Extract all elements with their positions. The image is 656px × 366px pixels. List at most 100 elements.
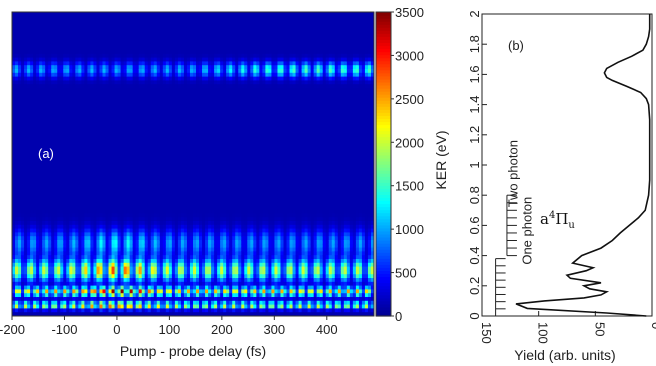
heatmap-cell: [21, 84, 25, 89]
heatmap-cell: [117, 190, 122, 195]
heatmap-cell: [30, 57, 34, 62]
heatmap-cell: [144, 202, 149, 207]
heatmap-cell: [57, 50, 61, 55]
heatmap-cell: [36, 308, 40, 313]
heatmap-cell: [126, 175, 131, 180]
heatmap-cell: [114, 232, 119, 237]
heatmap-cell: [42, 160, 46, 165]
heatmap-cell: [102, 76, 107, 81]
heatmap-cell: [150, 38, 155, 43]
heatmap-cell: [147, 133, 152, 138]
heatmap-cell: [87, 34, 92, 40]
heatmap-cell: [93, 88, 98, 93]
heatmap-cell: [129, 15, 134, 21]
heatmap-cell: [42, 46, 46, 51]
heatmap-cell: [135, 183, 140, 188]
heatmap-cell: [108, 84, 113, 89]
heatmap-cell: [66, 251, 70, 256]
heatmap-cell: [72, 129, 76, 135]
heatmap-cell: [129, 247, 134, 252]
heatmap-cell: [120, 57, 125, 62]
heatmap-cell: [126, 57, 131, 62]
heatmap-cell: [12, 57, 16, 62]
heatmap-cell: [96, 190, 101, 195]
heatmap-cell: [48, 80, 52, 85]
heatmap-cell: [81, 266, 85, 271]
heatmap-cell: [141, 171, 146, 176]
heatmap-cell: [12, 148, 16, 154]
heatmap-cell: [54, 148, 58, 154]
heatmap-cell: [39, 312, 43, 316]
heatmap-cell: [12, 221, 16, 226]
heatmap-cell: [123, 57, 128, 62]
heatmap-cell: [81, 198, 85, 203]
heatmap-cell: [42, 251, 46, 256]
heatmap-cell: [84, 129, 89, 135]
heatmap-cell: [135, 251, 140, 256]
heatmap-cell: [54, 247, 58, 252]
heatmap-cell: [81, 270, 85, 275]
heatmap-cell: [66, 304, 70, 309]
heatmap-cell: [54, 183, 58, 188]
heatmap-cell: [132, 99, 137, 104]
heatmap-cell: [39, 236, 43, 241]
heatmap-cell: [96, 69, 101, 74]
heatmap-cell: [21, 221, 25, 226]
heatmap-cell: [90, 232, 95, 237]
heatmap-cell: [72, 285, 76, 290]
heatmap-cell: [147, 175, 152, 180]
heatmap-cell: [60, 137, 64, 142]
heatmap-cell: [93, 293, 98, 298]
heatmap-cell: [54, 266, 58, 271]
heatmap-cell: [144, 312, 149, 316]
heatmap-cell: [129, 281, 134, 287]
heatmap-cell: [105, 228, 110, 233]
heatmap-cell: [123, 148, 128, 154]
heatmap-cell: [63, 312, 67, 316]
heatmap-cell: [57, 88, 61, 93]
heatmap-cell: [78, 251, 82, 256]
heatmap-cell: [126, 42, 131, 47]
heatmap-cell: [27, 209, 31, 214]
heatmap-cell: [123, 251, 128, 256]
heatmap-cell: [84, 186, 89, 192]
heatmap-cell: [36, 228, 40, 233]
heatmap-cell: [93, 312, 98, 316]
heatmap-cell: [102, 80, 107, 85]
heatmap-cell: [114, 42, 119, 47]
heatmap-cell: [138, 247, 143, 252]
heatmap-cell: [141, 236, 146, 241]
heatmap-cell: [72, 133, 76, 138]
heatmap-cell: [96, 19, 101, 24]
heatmap-cell: [153, 72, 158, 78]
heatmap-cell: [126, 251, 131, 256]
heatmap-cell: [135, 69, 140, 74]
heatmap-cell: [69, 65, 73, 70]
heatmap-cell: [57, 152, 61, 157]
heatmap-cell: [153, 15, 158, 21]
heatmap-cell: [36, 300, 40, 306]
heatmap-cell: [78, 99, 82, 104]
heatmap-cell: [30, 156, 34, 161]
heatmap-cell: [117, 156, 122, 161]
heatmap-cell: [33, 12, 37, 17]
heatmap-cell: [87, 202, 92, 207]
heatmap-cell: [75, 221, 79, 226]
heatmap-cell: [39, 76, 43, 81]
heatmap-cell: [42, 262, 46, 268]
heatmap-cell: [81, 164, 85, 169]
heatmap-cell: [18, 42, 22, 47]
heatmap-cell: [51, 91, 55, 97]
heatmap-cell: [150, 236, 155, 241]
heatmap-cell: [117, 91, 122, 97]
heatmap-cell: [54, 114, 58, 119]
heatmap-cell: [60, 300, 64, 306]
heatmap-cell: [39, 259, 43, 264]
heatmap-cell: [69, 145, 73, 150]
heatmap-cell: [54, 129, 58, 135]
heatmap-cell: [96, 145, 101, 150]
heatmap-cell: [93, 145, 98, 150]
heatmap-cell: [30, 126, 34, 131]
heatmap-cell: [15, 84, 19, 89]
heatmap-cell: [111, 61, 116, 66]
